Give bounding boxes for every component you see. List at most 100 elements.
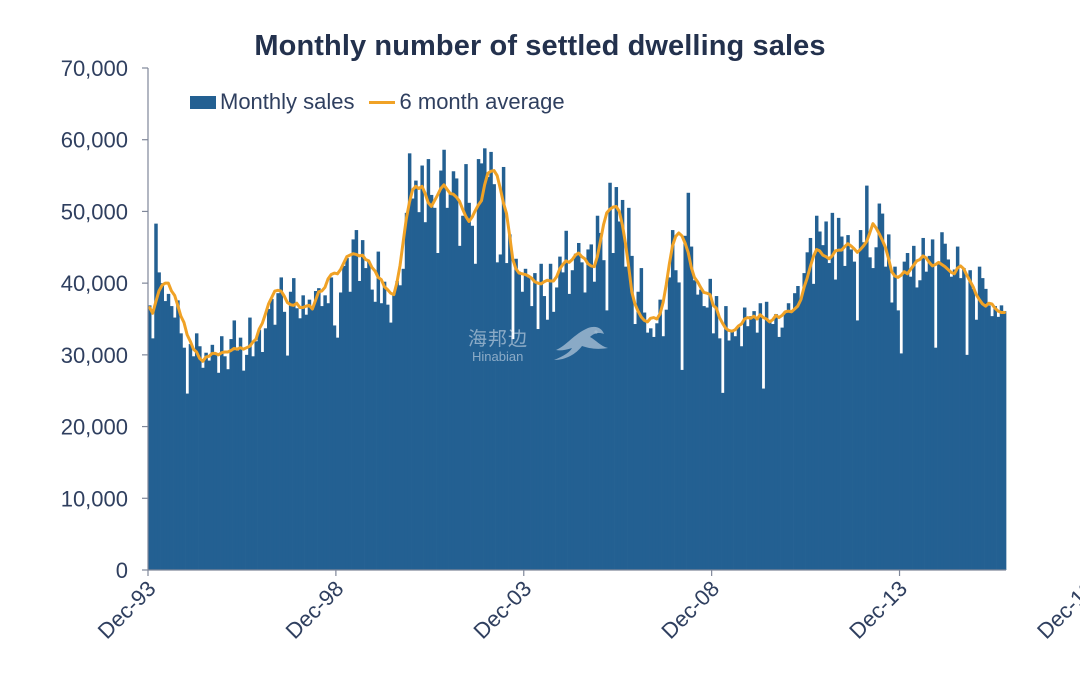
bar-monthly-sales bbox=[868, 257, 872, 570]
bar-monthly-sales bbox=[573, 253, 578, 571]
bird-icon bbox=[554, 326, 608, 360]
bar-monthly-sales bbox=[764, 301, 769, 570]
y-tick-label: 40,000 bbox=[61, 271, 128, 296]
bar-monthly-sales bbox=[602, 260, 606, 570]
bar-monthly-sales bbox=[959, 278, 963, 570]
bar-monthly-sales bbox=[251, 356, 255, 570]
bar-monthly-sales bbox=[623, 266, 628, 570]
bar-monthly-sales bbox=[298, 318, 302, 570]
bar-monthly-sales bbox=[968, 270, 972, 570]
bar-monthly-sales bbox=[727, 340, 731, 570]
bar-monthly-sales bbox=[811, 283, 816, 570]
bar-monthly-sales bbox=[721, 392, 725, 570]
y-tick-label: 0 bbox=[116, 558, 128, 583]
bar-monthly-sales bbox=[335, 337, 340, 570]
bar-monthly-sales bbox=[151, 338, 155, 570]
bar-monthly-sales bbox=[288, 291, 293, 570]
bar-monthly-sales bbox=[304, 314, 309, 570]
bar-monthly-sales bbox=[157, 272, 161, 570]
bar-monthly-sales bbox=[564, 230, 568, 571]
bar-monthly-sales bbox=[711, 333, 716, 570]
bar-monthly-sales bbox=[827, 263, 831, 570]
bar-monthly-sales bbox=[577, 242, 581, 571]
bar-monthly-sales bbox=[495, 262, 500, 570]
bar-monthly-sales bbox=[160, 283, 165, 570]
bar-monthly-sales bbox=[276, 293, 280, 570]
bar-monthly-sales bbox=[451, 171, 456, 570]
bar-monthly-sales bbox=[442, 149, 446, 570]
bar-monthly-sales bbox=[163, 301, 168, 570]
bar-monthly-sales bbox=[774, 313, 778, 570]
bar-monthly-sales bbox=[542, 296, 547, 570]
bar-monthly-sales bbox=[382, 281, 387, 570]
bar-monthly-sales bbox=[805, 252, 810, 570]
bar-monthly-sales bbox=[176, 300, 180, 570]
bar-monthly-sales bbox=[855, 320, 860, 570]
bar-monthly-sales bbox=[677, 282, 681, 570]
x-tick-label: Dec-13 bbox=[844, 576, 912, 644]
bar-monthly-sales bbox=[351, 239, 356, 570]
bar-monthly-sales bbox=[987, 305, 991, 570]
bar-monthly-sales bbox=[392, 294, 396, 570]
bar-monthly-sales bbox=[567, 293, 572, 570]
bar-monthly-sales bbox=[724, 306, 728, 570]
bar-monthly-sales bbox=[498, 254, 503, 570]
bar-monthly-sales bbox=[746, 326, 750, 570]
bar-monthly-sales bbox=[714, 296, 719, 570]
bar-monthly-sales bbox=[533, 273, 537, 570]
bar-monthly-sales bbox=[320, 306, 324, 570]
bar-monthly-sales bbox=[699, 289, 703, 570]
bar-monthly-sales bbox=[893, 266, 897, 570]
bar-monthly-sales bbox=[526, 277, 531, 570]
bar-monthly-sales bbox=[786, 303, 791, 570]
bar-monthly-sales bbox=[404, 212, 409, 571]
bar-monthly-sales bbox=[558, 256, 562, 570]
bar-monthly-sales bbox=[921, 237, 925, 570]
legend-swatch-line bbox=[368, 100, 395, 104]
bar-monthly-sales bbox=[360, 240, 365, 571]
watermark-logo: 海邦边 Hinabian bbox=[466, 318, 626, 368]
bar-monthly-sales bbox=[595, 215, 600, 571]
bar-monthly-sales bbox=[257, 329, 262, 570]
bar-monthly-sales bbox=[523, 268, 528, 570]
bar-monthly-sales bbox=[730, 330, 734, 570]
bar-monthly-sales bbox=[708, 278, 712, 570]
bar-monthly-sales bbox=[279, 277, 283, 570]
bar-monthly-sales bbox=[385, 304, 390, 570]
bar-monthly-sales bbox=[830, 212, 835, 571]
bar-monthly-sales bbox=[758, 303, 763, 570]
bar-monthly-sales bbox=[840, 236, 844, 570]
bar-monthly-sales bbox=[649, 328, 653, 570]
legend-item-monthly-sales: Monthly sales bbox=[190, 89, 355, 115]
bar-monthly-sales bbox=[307, 299, 312, 570]
bar-monthly-sales bbox=[270, 298, 274, 570]
bar-monthly-sales bbox=[464, 164, 468, 570]
x-tick-label: Dec-08 bbox=[656, 576, 724, 644]
bar-monthly-sales bbox=[877, 203, 882, 571]
bar-monthly-sales bbox=[686, 192, 691, 570]
bar-monthly-sales bbox=[188, 344, 193, 570]
chart-title: Monthly number of settled dwelling sales bbox=[254, 30, 826, 62]
bar-monthly-sales bbox=[432, 207, 437, 570]
bar-monthly-sales bbox=[940, 232, 944, 571]
bar-monthly-sales bbox=[345, 258, 349, 570]
bar-monthly-sales bbox=[229, 339, 233, 570]
bar-monthly-sales bbox=[605, 310, 609, 570]
bar-monthly-sales bbox=[329, 277, 334, 570]
bar-monthly-sales bbox=[586, 249, 590, 570]
bar-monthly-sales bbox=[620, 199, 625, 570]
bar-monthly-sales bbox=[783, 311, 788, 570]
bar-monthly-sales bbox=[887, 234, 891, 570]
bar-monthly-sales bbox=[871, 268, 875, 570]
x-tick-label: Dec-03 bbox=[468, 576, 536, 644]
bar-monthly-sales bbox=[423, 222, 428, 570]
bar-monthly-sales bbox=[266, 308, 271, 570]
bar-monthly-sales bbox=[191, 356, 196, 570]
bar-monthly-sales bbox=[843, 265, 847, 570]
bar-monthly-sales bbox=[511, 339, 515, 570]
bar-monthly-sales bbox=[551, 311, 556, 570]
bar-monthly-sales bbox=[977, 266, 982, 570]
bar-monthly-sales bbox=[173, 317, 177, 570]
bar-monthly-sales bbox=[990, 316, 994, 570]
bar-monthly-sales bbox=[492, 184, 496, 570]
